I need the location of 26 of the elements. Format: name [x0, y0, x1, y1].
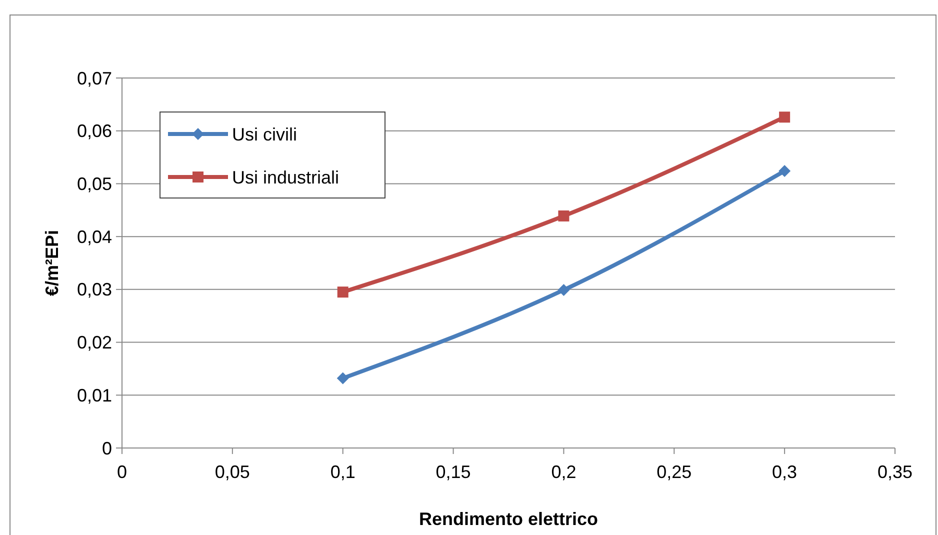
point — [337, 286, 348, 298]
x-tick-label: 0,35 — [877, 462, 913, 482]
y-tick-label: 0,03 — [76, 280, 112, 300]
y-tick-label: 0,04 — [76, 226, 112, 247]
legend-label: Usi civili — [232, 124, 297, 144]
y-tick-label: 0,05 — [76, 174, 112, 194]
x-tick-label: 0,2 — [551, 462, 576, 482]
y-tick-label: 0 — [102, 438, 112, 458]
x-tick-label: 0,15 — [436, 462, 471, 482]
y-tick-label: 0,07 — [76, 68, 112, 88]
y-axis-title: €/m²EPi — [42, 230, 62, 296]
point — [778, 165, 791, 178]
x-tick-label: 0,25 — [656, 462, 692, 482]
point — [336, 372, 349, 384]
y-tick-label: 0,06 — [76, 121, 112, 142]
y-tick-label: 0,01 — [76, 385, 112, 406]
point — [558, 284, 570, 296]
x-tick-label: 0 — [116, 462, 128, 482]
legend-label: Usi industriali — [232, 167, 340, 188]
x-tick-label: 0,1 — [330, 462, 356, 482]
y-tick-label: 0,02 — [76, 332, 112, 353]
x-tick-label: 0,3 — [772, 462, 798, 482]
point — [558, 210, 570, 222]
x-axis-title: Rendimento elettrico — [418, 509, 598, 529]
x-tick-label: 0,05 — [214, 462, 250, 482]
point — [779, 112, 790, 123]
